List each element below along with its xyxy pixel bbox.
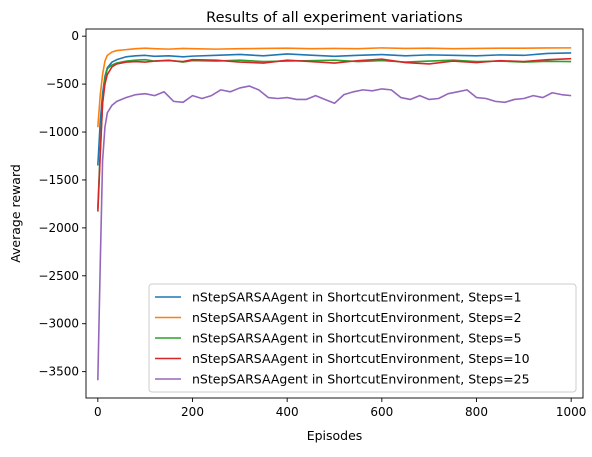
legend-label-3: nStepSARSAAgent in ShortcutEnvironment, … (192, 331, 522, 346)
x-tick-label: 0 (94, 405, 102, 419)
series-line-5 (97, 85, 572, 381)
series-layer (97, 47, 572, 381)
y-tick-label: −2500 (38, 269, 79, 283)
legend-label-5: nStepSARSAAgent in ShortcutEnvironment, … (192, 372, 530, 387)
legend-label-4: nStepSARSAAgent in ShortcutEnvironment, … (192, 351, 530, 366)
y-tick-label: −3500 (38, 365, 79, 379)
series-line-1 (97, 52, 572, 166)
plot-frame (85, 28, 584, 399)
series-line-4 (97, 57, 572, 212)
y-tick-label: −1000 (38, 125, 79, 139)
y-tick-label: −500 (46, 77, 79, 91)
y-tick-label: −3000 (38, 317, 79, 331)
x-axis-label: Episodes (307, 428, 363, 443)
legend-box (148, 283, 577, 393)
y-tick-label: −1500 (38, 173, 79, 187)
x-tick-label: 600 (370, 405, 393, 419)
legend-label-1: nStepSARSAAgent in ShortcutEnvironment, … (192, 290, 522, 305)
chart-title: Results of all experiment variations (206, 10, 463, 26)
x-tick-label: 1000 (556, 405, 587, 419)
series-line-2 (97, 47, 572, 128)
y-tick-label: −2000 (38, 221, 79, 235)
y-axis-label: Average reward (8, 164, 23, 263)
y-tick-label: 0 (71, 29, 79, 43)
x-tick-label: 200 (181, 405, 204, 419)
x-tick-label: 800 (465, 405, 488, 419)
series-line-3 (97, 58, 572, 209)
legend-label-2: nStepSARSAAgent in ShortcutEnvironment, … (192, 310, 522, 325)
tick-layer: 0 200 400 600 800 1000 0 −500 −1000 −1500 −2000 −25… (38, 29, 586, 419)
x-tick-label: 400 (276, 405, 299, 419)
legend: nStepSARSAAgent in ShortcutEnvironment, … (148, 283, 577, 393)
